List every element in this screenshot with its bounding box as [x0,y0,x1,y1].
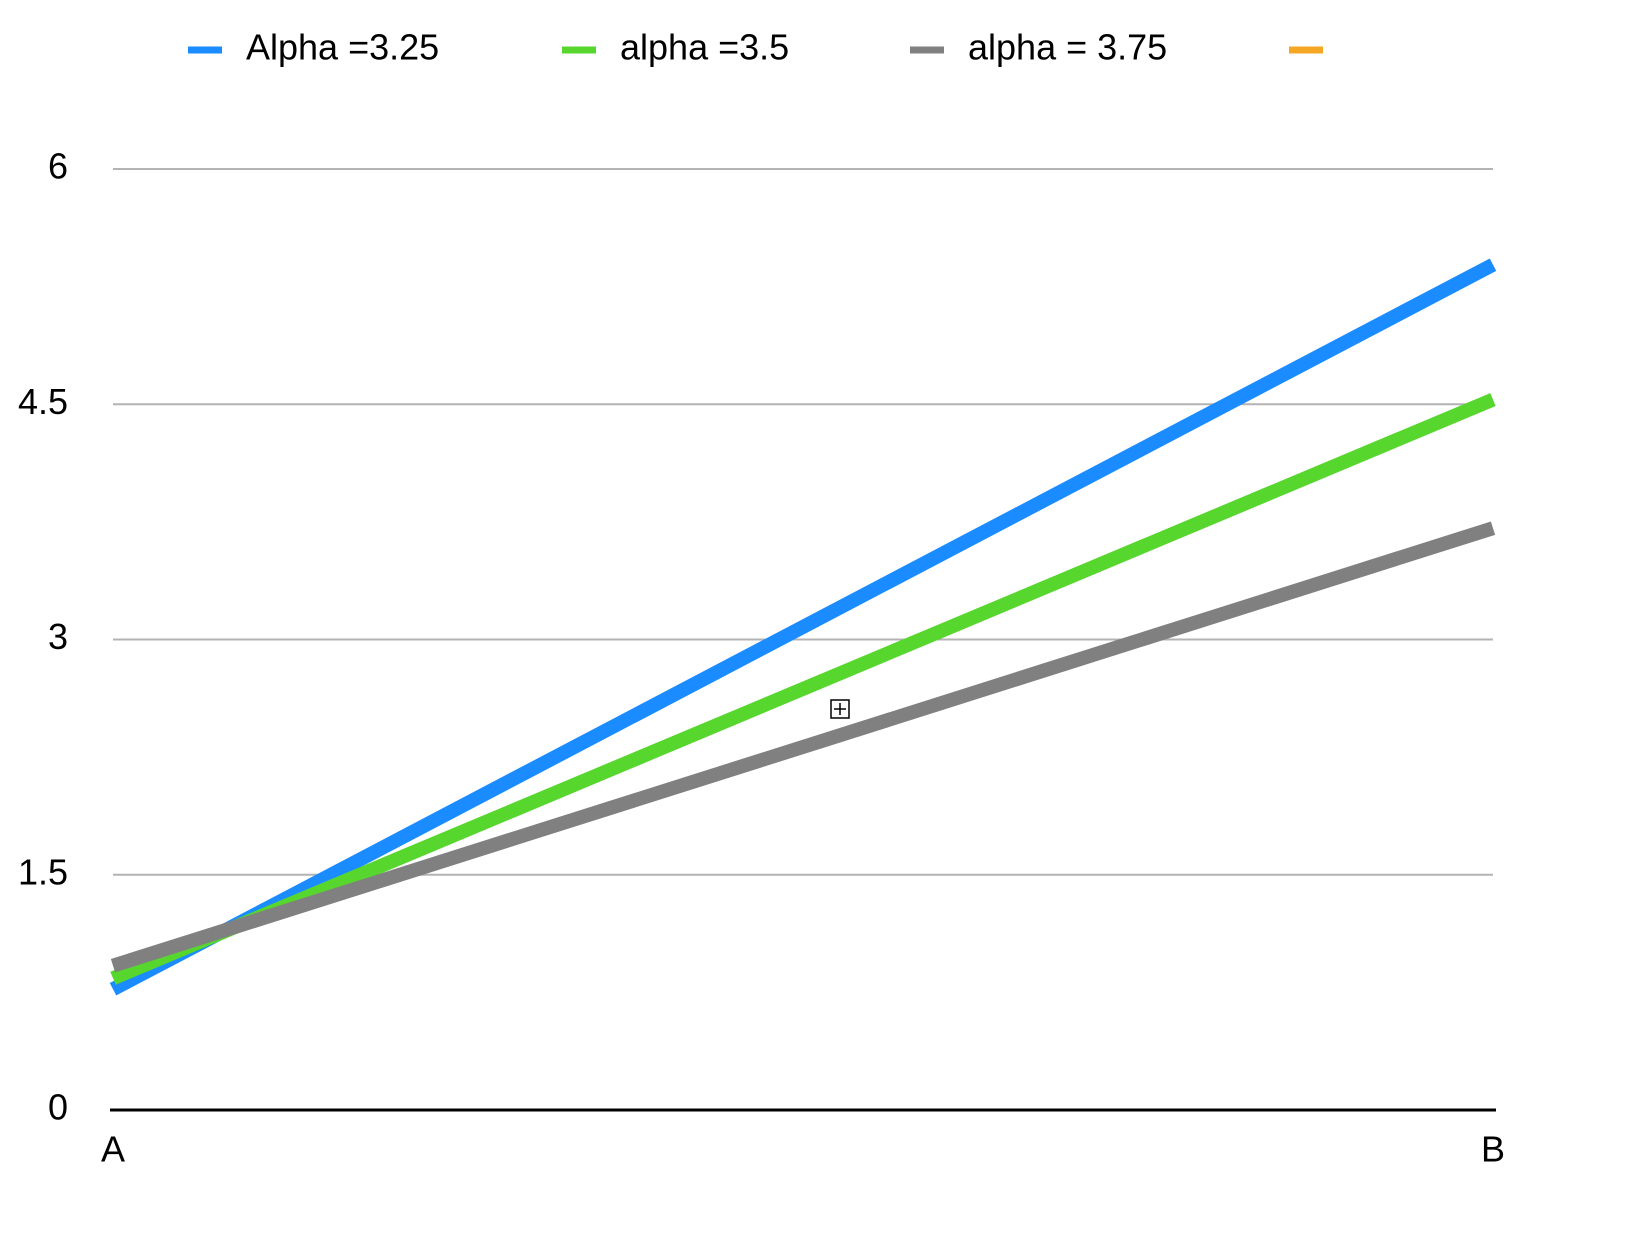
y-tick-label: 0 [48,1087,68,1128]
series-line [110,393,1496,985]
legend-label: alpha = 3.75 [968,27,1167,68]
x-tick-label: B [1481,1129,1505,1170]
series-line [109,258,1497,996]
y-tick-label: 3 [48,616,68,657]
y-tick-label: 4.5 [18,381,68,422]
legend-label: Alpha =3.25 [246,27,439,68]
legend-label: alpha =3.5 [620,27,789,68]
y-tick-label: 6 [48,146,68,187]
x-tick-label: A [101,1129,125,1170]
cursor-icon [830,699,850,719]
series-line [110,521,1496,973]
y-tick-label: 1.5 [18,851,68,892]
